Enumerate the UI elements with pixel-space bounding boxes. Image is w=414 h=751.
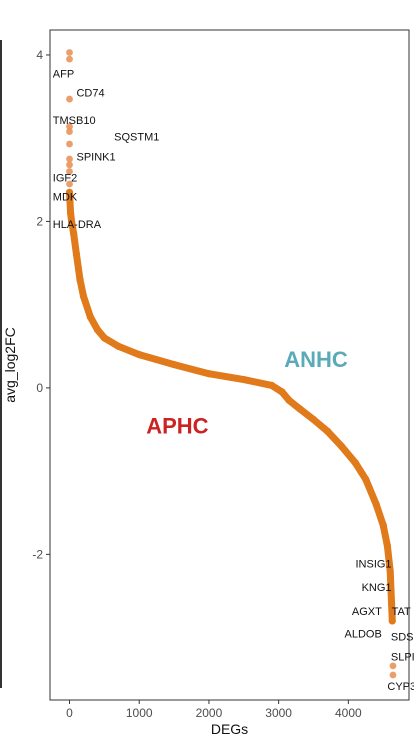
y-tick-label: 0 (36, 381, 43, 395)
deg-point (240, 375, 248, 384)
deg-point (66, 161, 73, 169)
gene-label: SQSTM1 (114, 132, 159, 144)
x-tick-label: 0 (66, 706, 73, 720)
gene-label: AFP (53, 68, 74, 80)
x-tick-label: 3000 (265, 706, 292, 720)
x-tick-label: 1000 (126, 706, 153, 720)
deg-point (387, 600, 396, 608)
deg-point (389, 671, 397, 679)
deg-point (285, 396, 293, 404)
left-edge-divider (0, 40, 2, 688)
deg-point (65, 188, 74, 196)
deg-point (135, 350, 143, 359)
deg-point (66, 49, 73, 56)
deg-point (79, 292, 88, 300)
gene-label: INSIG1 (355, 559, 391, 571)
deg-point (66, 209, 75, 217)
deg-points (66, 49, 397, 679)
deg-curve-line (66, 188, 396, 625)
deg-point (68, 217, 76, 226)
deg-point (66, 128, 73, 135)
deg-point (386, 567, 394, 575)
deg-point (323, 427, 332, 435)
gene-label: CD74 (76, 87, 104, 99)
x-axis-ticks: 0 1000 2000 3000 4000 (66, 700, 362, 720)
y-tick-label: 2 (36, 214, 43, 228)
deg-point (70, 230, 78, 238)
deg-point (278, 388, 286, 396)
deg-point (114, 342, 122, 350)
deg-point (76, 276, 84, 284)
x-tick-label: 4000 (335, 706, 362, 720)
deg-point (66, 180, 73, 188)
deg-point (66, 123, 73, 130)
gene-label: SPINK1 (76, 152, 115, 164)
deg-point (93, 326, 102, 334)
gene-label: IGF2 (53, 172, 77, 184)
deg-point (295, 405, 304, 413)
deg-point (362, 475, 370, 484)
deg-point (86, 313, 95, 321)
x-tick-label: 2000 (196, 706, 223, 720)
x-axis-title: DEGs (211, 721, 248, 737)
deg-point (351, 459, 359, 467)
gene-label: TAT (392, 606, 411, 618)
y-tick-label: 4 (36, 48, 43, 62)
y-axis-title: avg_log2FC (2, 327, 18, 403)
deg-point (66, 168, 73, 175)
deg-point (389, 662, 397, 670)
deg-point (72, 251, 81, 259)
gene-label: SLPI (391, 652, 414, 664)
deg-point (309, 415, 318, 424)
gene-label: TMSB10 (53, 115, 96, 127)
deg-point (66, 95, 73, 103)
plot-panel (49, 29, 410, 701)
deg-point (66, 155, 73, 163)
deg-point (388, 617, 396, 625)
y-axis-ticks: -2 0 2 4 (32, 48, 50, 561)
deg-point (170, 360, 178, 369)
deg-point (383, 542, 391, 550)
group-label: ANHC (284, 347, 348, 372)
gene-label: CYP3A5 (387, 681, 414, 693)
gene-label: MDK (53, 191, 78, 203)
deg-point (268, 381, 276, 389)
gene-label: KNG1 (362, 582, 392, 594)
group-labels: ANHC APHC (146, 347, 348, 439)
deg-point (379, 521, 387, 529)
gene-label: SDS (391, 632, 414, 644)
deg-point (66, 140, 73, 148)
gene-label: AGXT (352, 606, 382, 618)
deg-point (100, 334, 108, 342)
deg-curve (65, 188, 396, 625)
deg-point (205, 370, 213, 378)
y-tick-label: -2 (32, 547, 43, 561)
gene-label: ALDOB (345, 628, 382, 640)
deg-point (66, 55, 73, 63)
deg-point (337, 442, 345, 450)
deg-point (372, 500, 380, 509)
gene-label: HLA-DRA (53, 219, 102, 231)
group-label: APHC (146, 413, 208, 438)
